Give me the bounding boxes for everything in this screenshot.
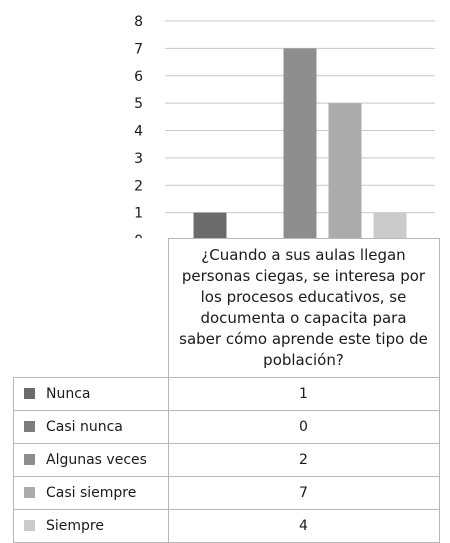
legend-swatch: [24, 487, 35, 498]
legend-label: Siempre: [46, 518, 104, 534]
legend-swatch: [24, 421, 35, 432]
legend-entry: Casi siempre: [13, 476, 169, 510]
table-row: Algunas veces 2: [13, 443, 440, 477]
bar: [193, 212, 227, 238]
legend-label: Casi siempre: [46, 485, 137, 501]
y-tick-label: 5: [134, 96, 143, 112]
table-value: 7: [167, 476, 440, 510]
data-table: ¿Cuando a sus aulas llegan personas cieg…: [13, 238, 440, 543]
y-tick-label: 6: [134, 69, 143, 85]
legend-label: Nunca: [46, 386, 91, 402]
y-axis-ticks: 0 1 2 3 4 5 6 7 8: [134, 14, 143, 238]
table-row: Siempre 4: [13, 509, 440, 543]
legend-entry: Casi nunca: [13, 410, 169, 444]
y-tick-label: 8: [134, 14, 143, 30]
legend-entry: Nunca: [13, 377, 169, 411]
y-tick-label: 1: [134, 206, 143, 222]
table-row: Casi siempre 7: [13, 476, 440, 510]
y-tick-label: 7: [134, 41, 143, 57]
category-label: ¿Cuando a sus aulas llegan personas cieg…: [167, 238, 440, 378]
legend-swatch: [24, 388, 35, 399]
table-value: 4: [167, 509, 440, 543]
legend-label: Casi nunca: [46, 419, 123, 435]
legend-swatch: [24, 454, 35, 465]
bars: [193, 48, 407, 238]
legend-entry: Siempre: [13, 509, 169, 543]
table-row: Nunca 1: [13, 377, 440, 411]
table-value: 1: [167, 377, 440, 411]
table-row: Casi nunca 0: [13, 410, 440, 444]
bar: [373, 212, 407, 238]
y-tick-label: 4: [134, 124, 143, 140]
legend-entry: Algunas veces: [13, 443, 169, 477]
empty-header-cell: [13, 238, 169, 378]
table-value: 2: [167, 443, 440, 477]
bar-chart: 0 1 2 3 4 5 6 7 8: [134, 14, 435, 238]
y-tick-label: 2: [134, 178, 143, 194]
table-value: 0: [167, 410, 440, 444]
bar: [328, 103, 362, 238]
y-tick-label: 3: [134, 151, 143, 167]
y-tick-label: 0: [134, 233, 143, 238]
question-row: ¿Cuando a sus aulas llegan personas cieg…: [13, 238, 440, 378]
bar: [283, 48, 317, 238]
legend-label: Algunas veces: [46, 452, 147, 468]
legend-swatch: [24, 520, 35, 531]
